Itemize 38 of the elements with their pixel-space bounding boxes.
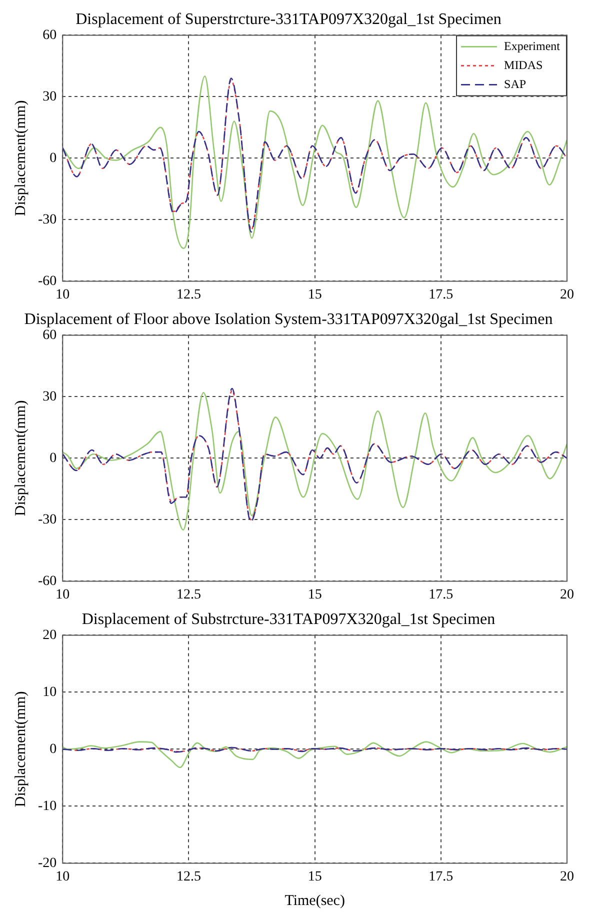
y-axis-title: Displacement(mm) [12, 691, 29, 808]
y-tick-label: -20 [38, 856, 57, 871]
y-tick-label: -10 [38, 798, 57, 814]
x-tick-label: 20 [560, 869, 574, 884]
x-tick-label: 12.5 [176, 869, 201, 884]
y-tick-label: 10 [42, 684, 57, 700]
chart-title: Displacement of Superstrcture-331TAP097X320gal_1st Specimen [76, 10, 502, 28]
y-tick-label: -30 [38, 212, 57, 228]
y-tick-label: 60 [42, 28, 57, 43]
x-tick-label: 20 [560, 587, 574, 602]
x-tick-label: 15 [308, 287, 322, 302]
y-tick-label: -30 [38, 512, 57, 528]
y-axis-title: Displacement(mm) [12, 100, 29, 216]
chart-title: Displacement of Floor above Isolation System-331TAP097X320gal_1st Specimen [24, 310, 553, 328]
x-tick-label: 15 [308, 869, 322, 884]
x-tick-label: 15 [308, 587, 322, 602]
x-axis-title: Time(sec) [284, 892, 345, 909]
x-tick-label: 17.5 [428, 287, 454, 302]
y-tick-label: 0 [50, 742, 57, 757]
legend-label: Experiment [504, 38, 561, 53]
y-tick-label: 20 [42, 628, 57, 643]
legend-label: MIDAS [504, 58, 543, 72]
y-tick-label: 60 [42, 328, 57, 343]
y-tick-label: -60 [38, 574, 57, 589]
legend-label: SAP [504, 76, 526, 91]
y-axis-title: Displacement(mm) [12, 400, 29, 516]
line-series [62, 741, 567, 768]
x-tick-label: 17.5 [428, 587, 454, 602]
x-tick-label: 12.5 [176, 287, 201, 302]
chart-title: Displacement of Substrcture-331TAP097X320gal_1st Specimen [82, 610, 496, 628]
x-tick-label: 17.5 [428, 869, 454, 884]
x-tick-label: 20 [560, 287, 574, 302]
y-tick-label: -60 [38, 274, 57, 289]
y-tick-label: 0 [50, 450, 57, 466]
y-tick-label: 30 [42, 389, 57, 404]
y-tick-label: 0 [50, 150, 57, 166]
x-tick-label: 12.5 [176, 587, 201, 602]
y-tick-label: 30 [42, 89, 57, 104]
